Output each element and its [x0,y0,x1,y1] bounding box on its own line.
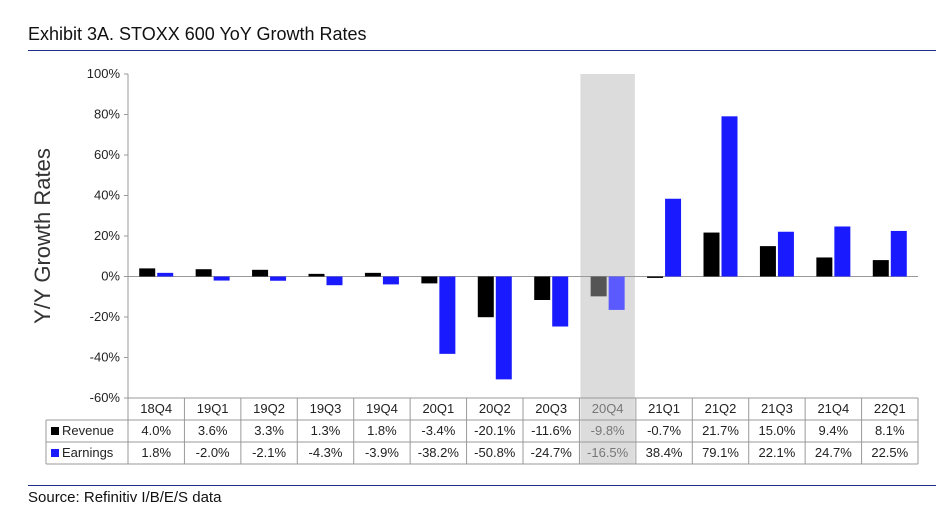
source-note: Source: Refinitiv I/B/E/S data [28,489,222,506]
earnings-value-label: 1.8% [141,445,171,460]
earnings-bar [552,276,569,327]
earnings-bar [213,276,230,281]
earnings-legend-swatch [51,449,59,457]
revenue-value-label: -9.8% [591,423,625,438]
category-label: 20Q1 [422,401,454,416]
footer-rule [28,485,936,486]
y-tick-label: 0% [101,269,120,284]
earnings-bar [890,230,907,277]
y-tick-label: 80% [94,107,120,122]
revenue-value-label: 21.7% [702,423,739,438]
earnings-value-label: 79.1% [702,445,739,460]
earnings-bar [721,116,738,277]
category-label: 21Q3 [761,401,793,416]
earnings-value-label: 22.5% [871,445,908,460]
revenue-bar [534,276,551,300]
revenue-value-label: 1.3% [311,423,341,438]
y-axis-title: Y/Y Growth Rates [30,148,55,324]
category-label: 19Q3 [310,401,342,416]
revenue-bar [364,272,381,277]
revenue-value-label: 9.4% [819,423,849,438]
earnings-bar [157,272,174,277]
revenue-bar [421,276,438,284]
category-label: 20Q4 [592,401,624,416]
y-tick-label: -20% [90,309,121,324]
category-label: 19Q4 [366,401,398,416]
revenue-value-label: 15.0% [758,423,795,438]
exhibit-title: Exhibit 3A. STOXX 600 YoY Growth Rates [28,24,367,44]
earnings-bar [270,276,287,281]
revenue-bar [590,276,607,297]
earnings-bar [495,276,512,380]
earnings-value-label: 22.1% [758,445,795,460]
revenue-bar [703,232,720,277]
category-label: 21Q1 [648,401,680,416]
revenue-bar [816,257,833,277]
earnings-value-label: -16.5% [587,445,629,460]
category-label: 21Q2 [705,401,737,416]
earnings-value-label: -50.8% [474,445,516,460]
revenue-value-label: 3.6% [198,423,228,438]
earnings-value-label: 24.7% [815,445,852,460]
revenue-bar [872,260,889,277]
revenue-value-label: 4.0% [141,423,171,438]
earnings-value-label: -2.0% [196,445,230,460]
revenue-bar [139,268,156,277]
earnings-value-label: -4.3% [309,445,343,460]
earnings-value-label: -38.2% [418,445,460,460]
category-label: 20Q2 [479,401,511,416]
revenue-legend-swatch [51,427,59,435]
earnings-bar [834,226,851,277]
y-tick-label: 20% [94,228,120,243]
revenue-value-label: -0.7% [647,423,681,438]
revenue-value-label: 3.3% [254,423,284,438]
revenue-bar [759,246,776,277]
y-tick-label: -40% [90,350,121,365]
earnings-bar [665,198,682,277]
y-tick-label: 40% [94,188,120,203]
y-tick-label: -60% [90,390,121,405]
revenue-bar [252,269,269,277]
earnings-bar [608,276,625,310]
category-label: 19Q1 [197,401,229,416]
highlight-band [580,74,635,464]
category-label: 21Q4 [817,401,849,416]
y-tick-label: 100% [87,66,121,81]
earnings-bar [382,276,399,285]
category-label: 19Q2 [253,401,285,416]
revenue-legend-label: Revenue [62,423,114,438]
earnings-value-label: -2.1% [252,445,286,460]
growth-rates-chart: 100% 80% 60% 40% 20% 0% -20% -40% -60% Y/Y Growth… [30,66,919,465]
revenue-bar [477,276,494,318]
y-tick-label: 60% [94,147,120,162]
earnings-value-label: 38.4% [646,445,683,460]
title-rule [28,50,936,51]
category-label: 22Q1 [874,401,906,416]
revenue-value-label: 1.8% [367,423,397,438]
earnings-bar [439,276,456,354]
category-label: 18Q4 [140,401,172,416]
earnings-bar [326,276,343,286]
revenue-bar [308,273,325,277]
revenue-value-label: -11.6% [531,423,572,438]
earnings-legend-label: Earnings [62,445,114,460]
earnings-value-label: -24.7% [531,445,573,460]
revenue-value-label: -3.4% [421,423,455,438]
revenue-value-label: -20.1% [474,423,516,438]
earnings-value-label: -3.9% [365,445,399,460]
revenue-bar [195,269,212,277]
category-label: 20Q3 [535,401,567,416]
revenue-bar [647,276,664,278]
earnings-bar [777,231,794,277]
revenue-value-label: 8.1% [875,423,905,438]
